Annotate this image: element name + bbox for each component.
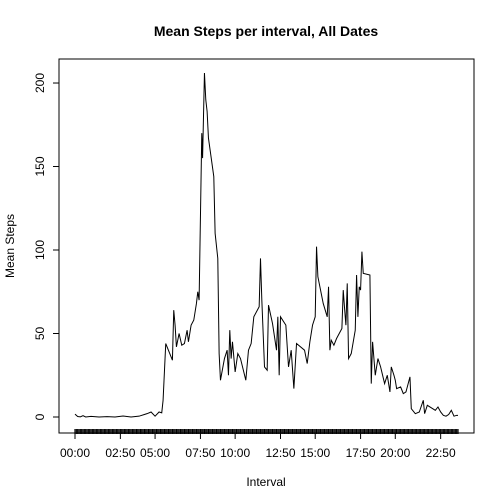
x-tick-label: 20:00 [380, 446, 410, 460]
x-tick-label: 12:50 [265, 446, 295, 460]
y-axis-label: Mean Steps [3, 214, 17, 278]
x-tick-label: 00:00 [60, 446, 90, 460]
y-tick-label: 100 [33, 240, 47, 260]
y-tick-label: 0 [33, 413, 47, 420]
x-tick-label: 15:00 [300, 446, 330, 460]
chart-title: Mean Steps per interval, All Dates [154, 23, 379, 39]
x-tick-label: 05:00 [140, 446, 170, 460]
x-tick-label: 22:50 [426, 446, 456, 460]
series-line [74, 72, 458, 418]
x-axis: 00:00 02:50 05:00 07:50 10:00 12:50 15:00 17:50… [60, 432, 456, 460]
x-tick-label: 02:50 [105, 446, 135, 460]
y-tick-label: 50 [33, 327, 47, 341]
x-tick-label: 17:50 [346, 446, 376, 460]
x-axis-label: Interval [246, 475, 285, 489]
x-tick-label: 07:50 [185, 446, 215, 460]
y-tick-label: 200 [33, 73, 47, 93]
y-tick-label: 150 [33, 156, 47, 176]
x-tick-label: 10:00 [220, 446, 250, 460]
y-axis: 0 50 100 150 200 [33, 73, 60, 420]
